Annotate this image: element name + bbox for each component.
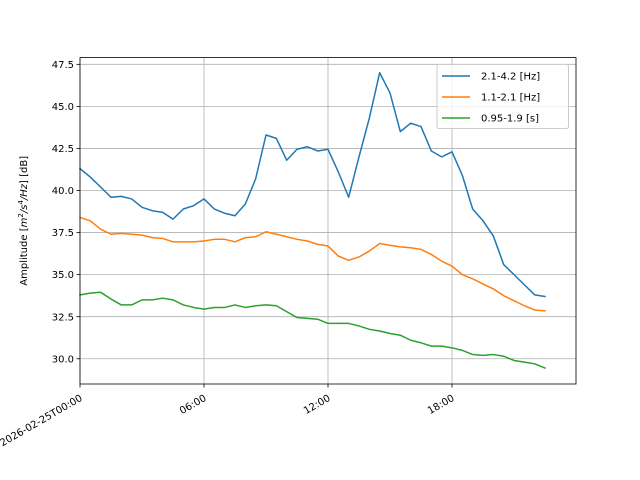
y-tick-label: 35.0: [52, 270, 74, 281]
legend-label-2: 1.1-2.1 [Hz]: [481, 93, 540, 104]
series-line-3: [79, 291, 546, 369]
y-tick-label: 42.5: [52, 144, 74, 155]
legend: 2.1-4.2 [Hz] 1.1-2.1 [Hz] 0.95-1.9 [s]: [436, 64, 569, 129]
series-line-1: [78, 71, 546, 298]
y-tick-label: 30.0: [52, 354, 74, 365]
series-lines: [78, 71, 546, 369]
y-tick-label: 47.5: [52, 60, 74, 71]
legend-label-1: 2.1-4.2 [Hz]: [481, 72, 540, 83]
y-tick-label: 45.0: [52, 102, 74, 113]
y-axis-label: Amplitude [m2/s4/Hz] [dB]: [17, 156, 30, 286]
y-tick-label: 32.5: [52, 312, 74, 323]
y-tick-label: 37.5: [52, 228, 74, 239]
legend-box: [436, 64, 569, 129]
y-tick-label: 40.0: [52, 186, 74, 197]
legend-label-3: 0.95-1.9 [s]: [481, 114, 539, 125]
series-line-2: [79, 216, 546, 312]
